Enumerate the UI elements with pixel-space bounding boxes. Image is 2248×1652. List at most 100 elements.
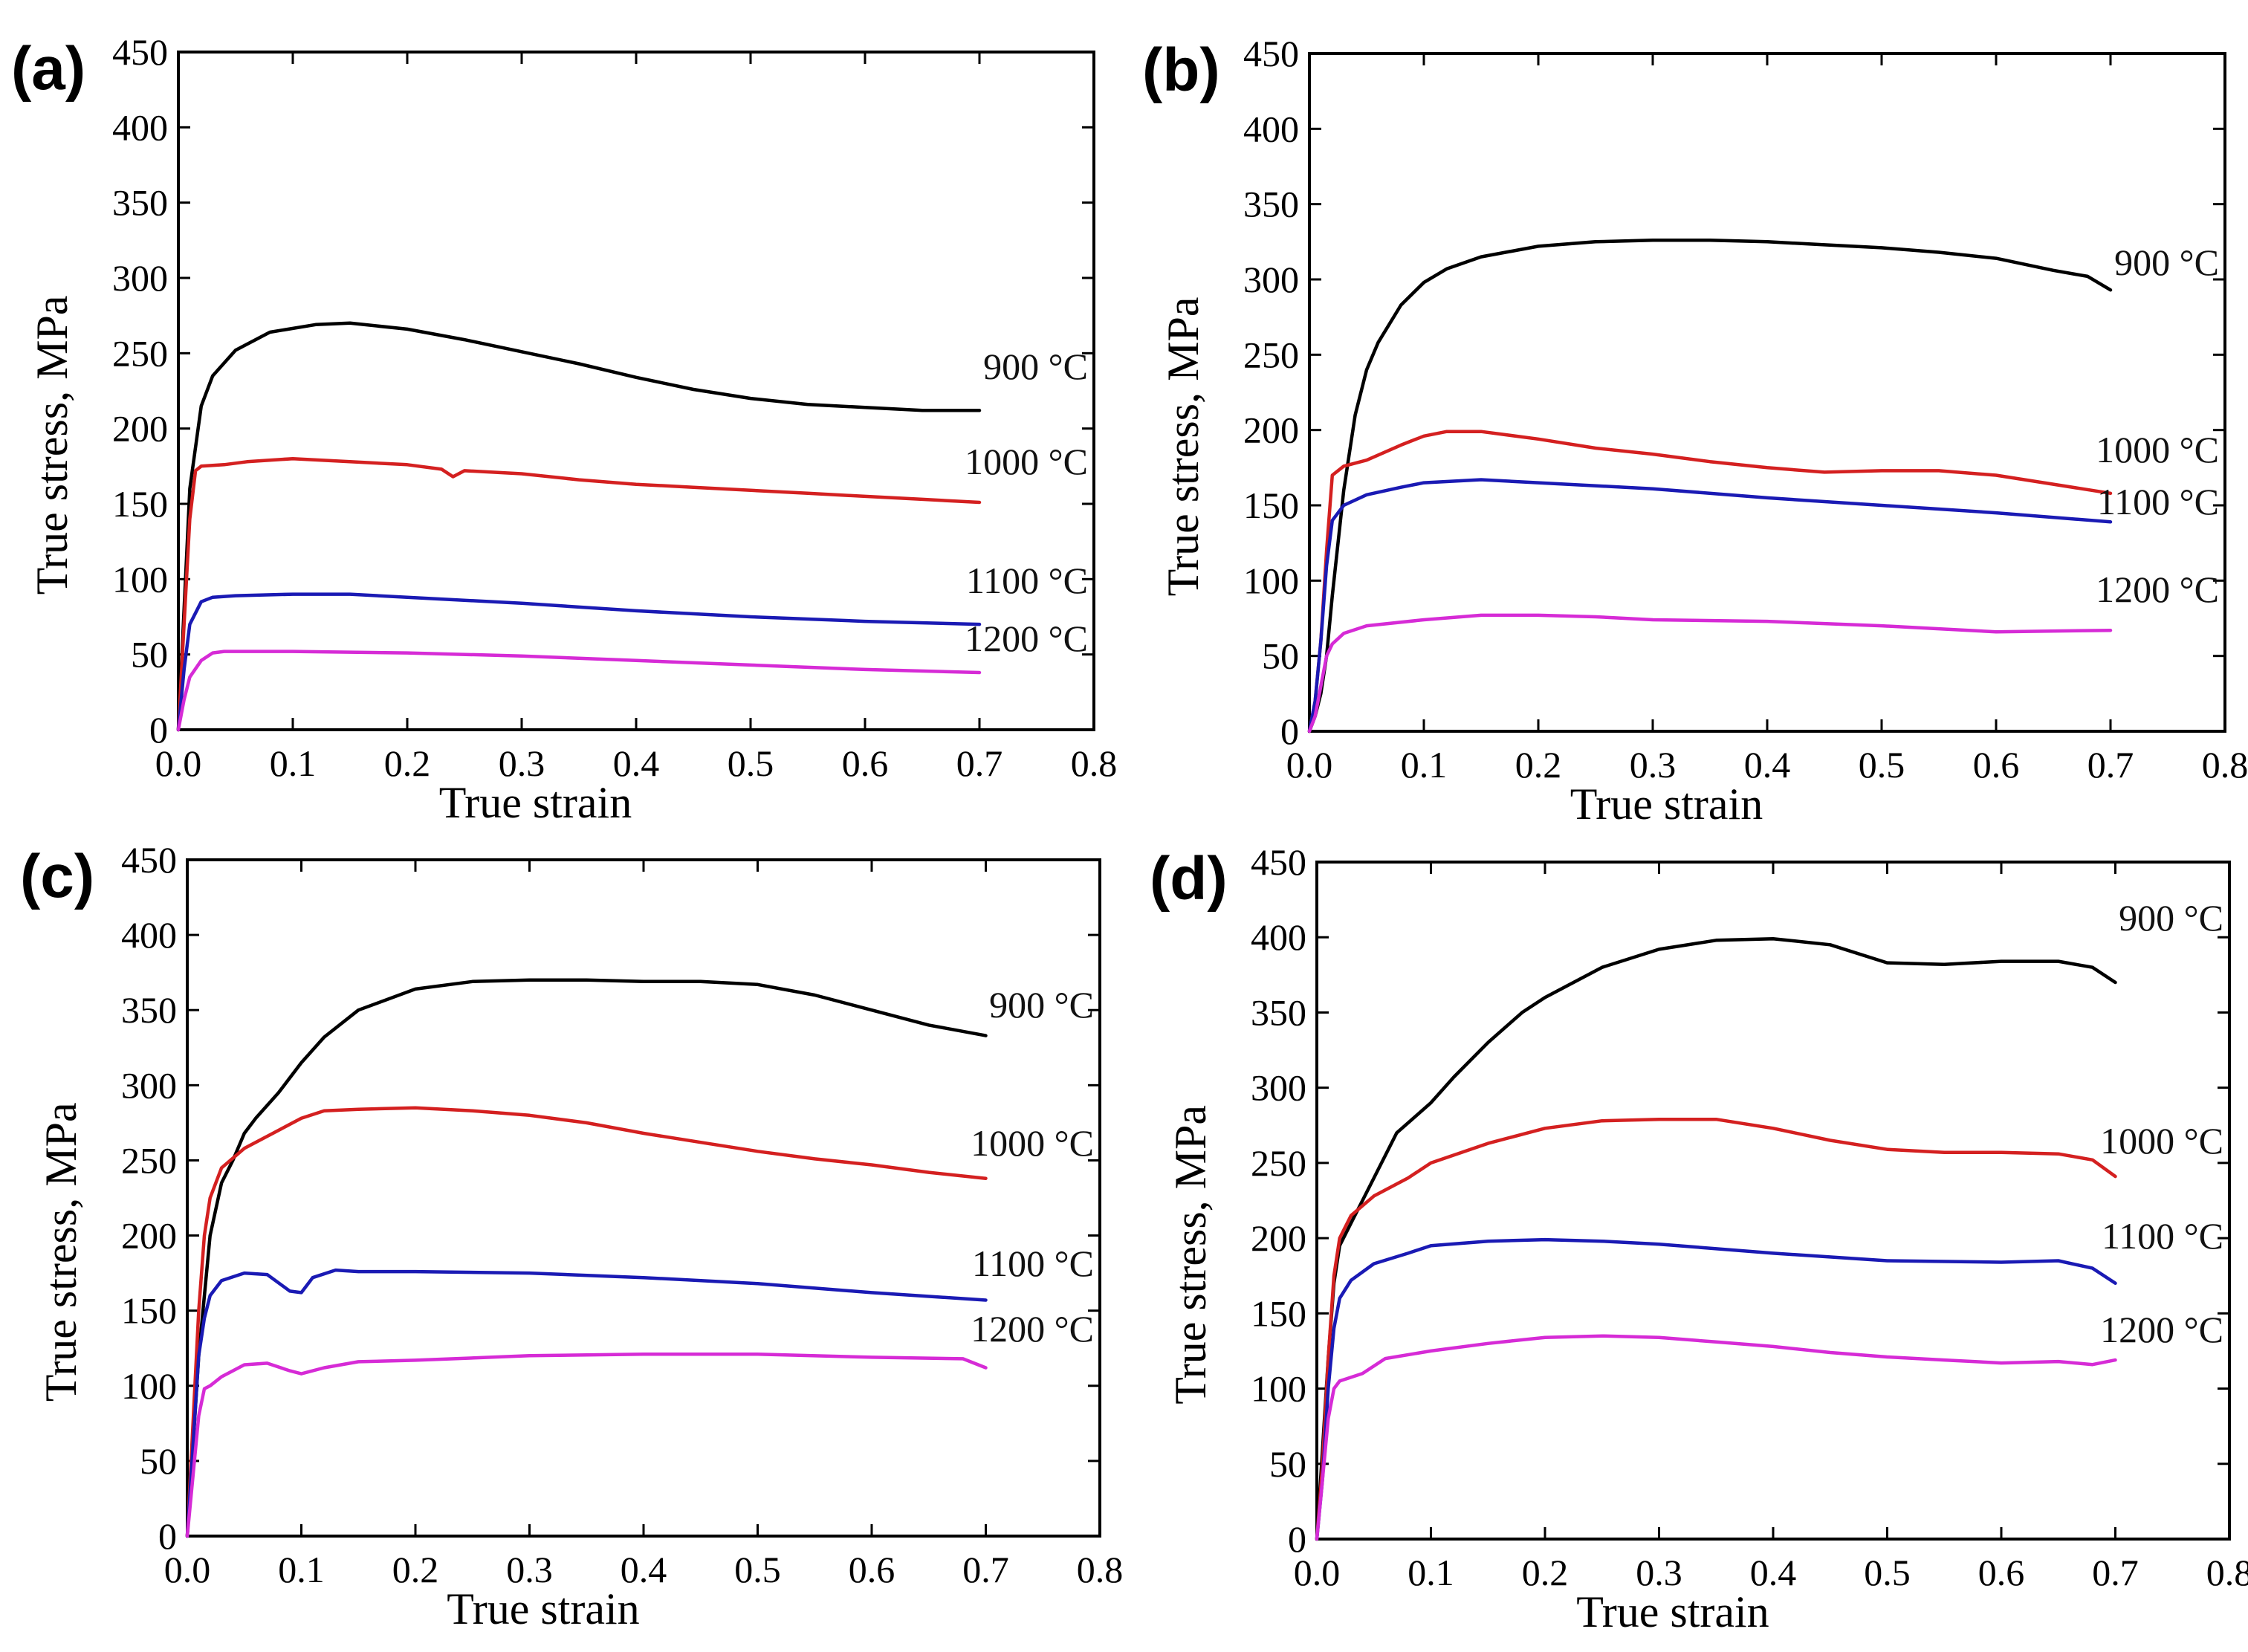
series-label: 900 °C [2119,897,2223,939]
series-label: 1100 °C [2097,481,2219,522]
y-tick-label: 50 [140,1440,177,1482]
y-tick-label: 300 [1251,1067,1306,1109]
y-tick-label: 150 [112,483,168,525]
series-label: 1100 °C [2102,1215,2223,1257]
series-label: 1100 °C [972,1243,1094,1284]
series-line-1200c [1315,1334,2117,1541]
x-tick-label: 0.6 [849,1549,895,1590]
series-line-1200c [1307,613,2113,733]
series-label: 900 °C [983,346,1088,387]
x-tick-label: 0.1 [1401,744,1448,785]
x-tick-label: 0.4 [1750,1552,1797,1593]
x-tick-label: 0.4 [1744,744,1791,785]
series-label: 1200 °C [971,1308,1094,1350]
y-tick-label: 350 [121,989,177,1031]
plot-frame [186,858,1101,1538]
panel-label: (b) [1142,36,1220,104]
series-label: 900 °C [2114,242,2219,283]
x-tick-label: 0.0 [164,1549,211,1590]
y-tick-label: 100 [1251,1368,1306,1410]
y-tick-label: 150 [1251,1292,1306,1334]
series-line-900c [185,978,988,1538]
y-tick-label: 0 [1280,710,1299,752]
x-tick-label: 0.5 [1859,744,1905,785]
x-tick-label: 0.0 [1286,744,1333,785]
x-tick-label: 0.8 [2206,1552,2248,1593]
y-tick-label: 350 [1251,991,1306,1033]
x-tick-label: 0.7 [962,1549,1009,1590]
plot-frame [177,51,1095,731]
series-line-900c [1315,936,2117,1541]
y-tick-label: 450 [1251,841,1306,883]
x-tick-label: 0.2 [384,742,431,784]
y-tick-label: 450 [1243,33,1299,74]
panel-c: 0.0 0.1 0.2 0.3 0.4 0.5 0.6 0.7 0.8 0 50 100 150 200 2… [20,839,1123,1633]
x-tick-label: 0.7 [2087,744,2134,785]
x-tick-label: 0.4 [621,1549,667,1590]
series-label: 1000 °C [2096,429,2219,470]
x-tick-label: 0.6 [1973,744,2020,785]
x-tick-label: 0.3 [499,742,545,784]
x-tick-label: 0.6 [842,742,889,784]
x-tick-label: 0.1 [270,742,317,784]
y-tick-label: 200 [121,1215,177,1257]
x-tick-label: 0.2 [1515,744,1562,785]
series-line-1100c [185,1268,988,1538]
panel-label: (a) [11,35,85,103]
series-label: 1100 °C [966,560,1088,601]
y-axis-label: True stress, MPa [27,296,77,595]
y-tick-label: 150 [121,1290,177,1332]
x-tick-label: 0.1 [278,1549,325,1590]
x-tick-label: 0.7 [2092,1552,2139,1593]
y-tick-label: 100 [1243,560,1299,601]
series-line-1100c [176,592,982,732]
y-tick-label: 350 [112,182,168,224]
y-tick-label: 300 [112,257,168,299]
x-tick-label: 0.3 [1636,1552,1682,1593]
y-tick-label: 200 [112,408,168,450]
series-label: 1200 °C [2096,569,2219,610]
y-tick-label: 250 [112,332,168,374]
series-label: 1200 °C [2100,1309,2223,1350]
series-line-1000c [176,456,982,732]
x-tick-label: 0.5 [1864,1552,1911,1593]
y-tick-label: 200 [1251,1217,1306,1259]
y-tick-label: 450 [121,839,177,881]
series-line-1200c [185,1353,988,1538]
series-line-1100c [1307,478,2113,733]
series-line-1000c [185,1106,988,1538]
x-tick-label: 0.3 [506,1549,553,1590]
y-axis-label: True stress, MPa [1166,1105,1215,1405]
x-tick-label: 0.8 [2202,744,2248,785]
y-tick-label: 250 [1243,334,1299,375]
panel-d: 0.0 0.1 0.2 0.3 0.4 0.5 0.6 0.7 0.8 0 50 100 150 200 2… [1150,841,2248,1636]
series-line-900c [176,321,982,732]
panel-label: (c) [20,843,94,910]
x-axis-label: True strain [1576,1587,1769,1636]
y-tick-label: 200 [1243,409,1299,451]
x-tick-label: 0.5 [734,1549,781,1590]
panel-b: 0.0 0.1 0.2 0.3 0.4 0.5 0.6 0.7 0.8 0 50 100 150 200 2… [1142,33,2248,829]
x-tick-label: 0.6 [1978,1552,2025,1593]
y-axis-label: True stress, MPa [36,1102,85,1402]
x-tick-label: 0.0 [155,742,202,784]
y-tick-label: 50 [1269,1443,1306,1485]
y-tick-label: 250 [1251,1142,1306,1184]
y-tick-label: 150 [1243,485,1299,526]
series-line-1000c [1307,430,2113,733]
y-tick-label: 0 [158,1515,177,1557]
y-tick-label: 50 [131,634,168,676]
y-tick-label: 400 [1243,108,1299,149]
x-tick-label: 0.4 [613,742,660,784]
x-tick-label: 0.7 [956,742,1003,784]
series-label: 900 °C [989,984,1094,1026]
series-line-1200c [176,650,982,732]
x-tick-label: 0.2 [1522,1552,1569,1593]
x-tick-label: 0.8 [1071,742,1118,784]
y-tick-label: 100 [112,558,168,600]
x-axis-label: True strain [1570,780,1763,829]
series-label: 1200 °C [965,618,1088,659]
y-tick-label: 0 [149,709,168,751]
y-tick-label: 300 [1243,259,1299,300]
x-tick-label: 0.8 [1077,1549,1124,1590]
